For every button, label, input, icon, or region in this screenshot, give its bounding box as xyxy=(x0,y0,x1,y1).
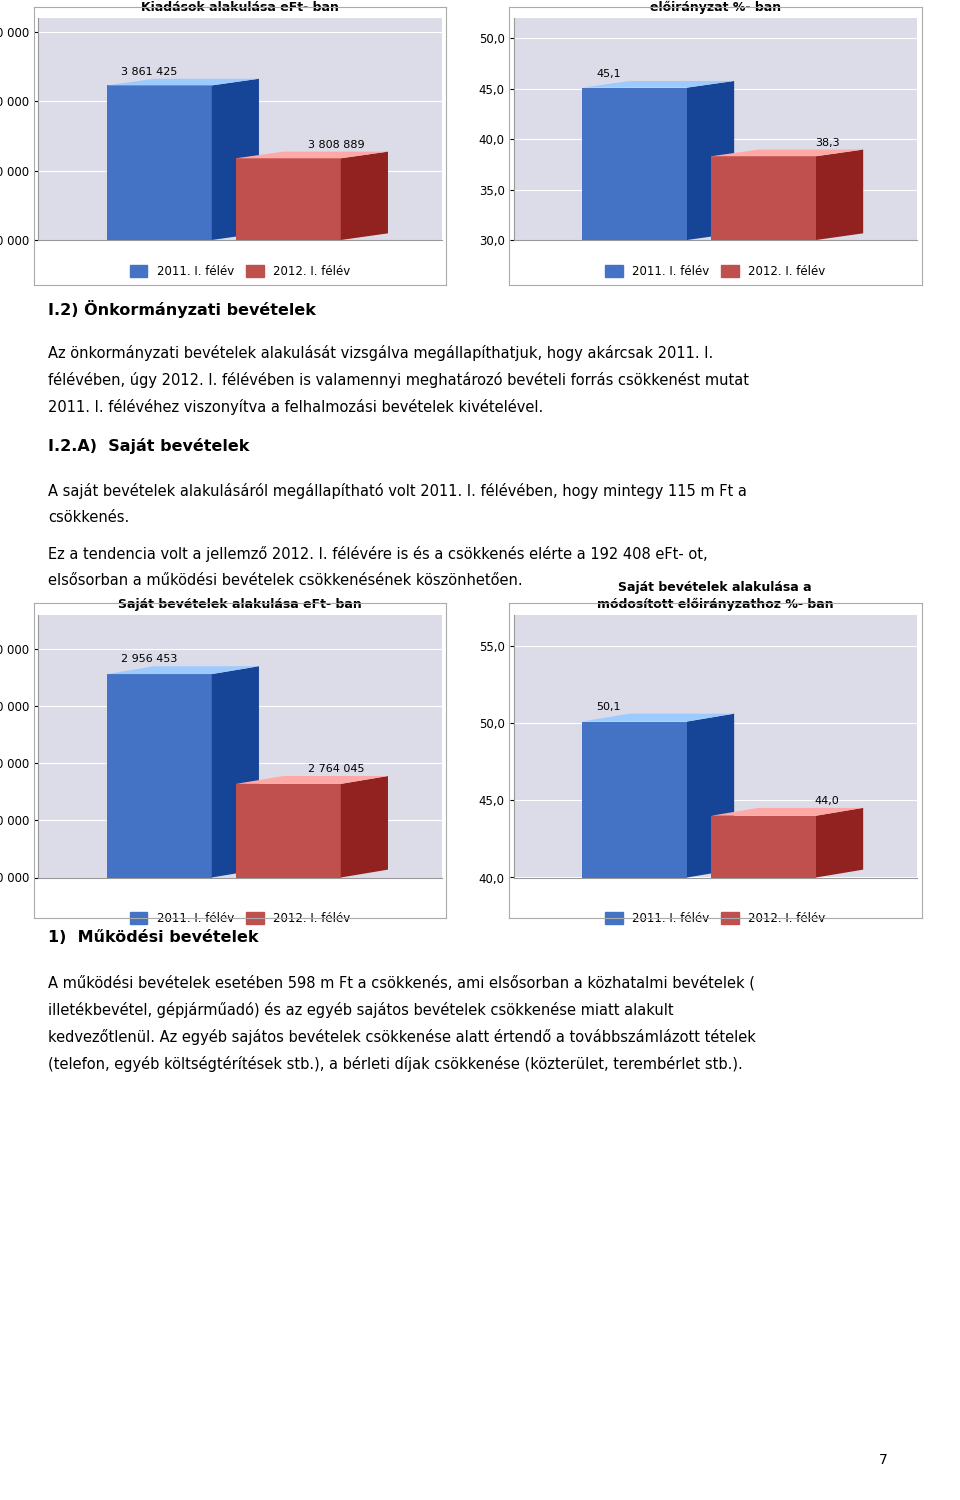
Polygon shape xyxy=(236,776,388,784)
Title: Saját bevételek alakulása eFt- ban: Saját bevételek alakulása eFt- ban xyxy=(118,598,362,610)
Polygon shape xyxy=(341,152,388,240)
Polygon shape xyxy=(212,666,259,878)
Title: Kiadások alakulása eFt- ban: Kiadások alakulása eFt- ban xyxy=(141,2,339,14)
Text: A saját bevételek alakulásáról megállapítható volt 2011. I. félévében, hogy mint: A saját bevételek alakulásáról megállapí… xyxy=(48,483,747,500)
Bar xyxy=(582,87,687,240)
Legend: 2011. I. félév, 2012. I. félév: 2011. I. félév, 2012. I. félév xyxy=(125,908,355,930)
Text: 3 861 425: 3 861 425 xyxy=(121,68,178,76)
Legend: 2011. I. félév, 2012. I. félév: 2011. I. félév, 2012. I. félév xyxy=(600,908,830,930)
Bar xyxy=(236,784,341,877)
Polygon shape xyxy=(582,714,734,722)
Text: 38,3: 38,3 xyxy=(815,138,840,148)
Text: kedvezőtlenül. Az egyéb sajátos bevételek csökkenése alatt értendő a továbbszáml: kedvezőtlenül. Az egyéb sajátos bevétele… xyxy=(48,1029,756,1045)
Text: 3 808 889: 3 808 889 xyxy=(308,140,365,150)
Polygon shape xyxy=(816,150,863,240)
Text: elsősorban a működési bevételek csökkenésének köszönhetően.: elsősorban a működési bevételek csökkené… xyxy=(48,573,522,588)
Text: 2 764 045: 2 764 045 xyxy=(308,764,365,774)
Polygon shape xyxy=(107,78,259,86)
Legend: 2011. I. félév, 2012. I. félév: 2011. I. félév, 2012. I. félév xyxy=(125,261,355,284)
Text: csökkenés.: csökkenés. xyxy=(48,510,130,525)
Polygon shape xyxy=(711,150,863,156)
Polygon shape xyxy=(711,808,863,816)
Text: 50,1: 50,1 xyxy=(596,702,621,711)
Text: félévében, úgy 2012. I. félévében is valamennyi meghatározó bevételi forrás csök: félévében, úgy 2012. I. félévében is val… xyxy=(48,372,749,388)
Polygon shape xyxy=(687,81,734,240)
Text: I.2.A)  Saját bevételek: I.2.A) Saját bevételek xyxy=(48,438,250,454)
Polygon shape xyxy=(107,666,259,674)
Polygon shape xyxy=(236,152,388,159)
Text: (telefon, egyéb költségtérítések stb.), a bérleti díjak csökkenése (közterület, : (telefon, egyéb költségtérítések stb.), … xyxy=(48,1056,743,1072)
Polygon shape xyxy=(687,714,734,878)
Text: illetékbevétel, gépjárműadó) és az egyéb sajátos bevételek csökkenése miatt alak: illetékbevétel, gépjárműadó) és az egyéb… xyxy=(48,1002,674,1019)
Polygon shape xyxy=(816,808,863,877)
Text: A működési bevételek esetében 598 m Ft a csökkenés, ami elsősorban a közhatalmi : A működési bevételek esetében 598 m Ft a… xyxy=(48,975,755,990)
Bar xyxy=(711,816,816,878)
Text: 44,0: 44,0 xyxy=(815,796,840,806)
Polygon shape xyxy=(212,78,259,240)
Polygon shape xyxy=(582,81,734,87)
Bar xyxy=(107,674,212,878)
Text: 45,1: 45,1 xyxy=(596,69,621,80)
Bar xyxy=(582,722,687,878)
Text: Ez a tendencia volt a jellemző 2012. I. félévére is és a csökkenés elérte a 192 : Ez a tendencia volt a jellemző 2012. I. … xyxy=(48,546,708,562)
Text: 2011. I. félévéhez viszonyítva a felhalmozási bevételek kivételével.: 2011. I. félévéhez viszonyítva a felhalm… xyxy=(48,399,543,416)
Text: 2 956 453: 2 956 453 xyxy=(121,654,178,664)
Text: I.2) Önkormányzati bevételek: I.2) Önkormányzati bevételek xyxy=(48,300,316,318)
Text: 1)  Működési bevételek: 1) Működési bevételek xyxy=(48,930,258,945)
Text: 7: 7 xyxy=(878,1454,888,1467)
Bar xyxy=(711,156,816,240)
Text: Az önkormányzati bevételek alakulását vizsgálva megállapíthatjuk, hogy akárcsak : Az önkormányzati bevételek alakulását vi… xyxy=(48,345,713,362)
Bar xyxy=(236,159,341,240)
Title: Kiadások alakulása a módosított
előirányzat %- ban: Kiadások alakulása a módosított előirány… xyxy=(601,0,829,13)
Polygon shape xyxy=(341,776,388,877)
Legend: 2011. I. félév, 2012. I. félév: 2011. I. félév, 2012. I. félév xyxy=(600,261,830,284)
Bar xyxy=(107,86,212,240)
Title: Saját bevételek alakulása a
módosított előirányzathoz %- ban: Saját bevételek alakulása a módosított e… xyxy=(597,580,833,610)
